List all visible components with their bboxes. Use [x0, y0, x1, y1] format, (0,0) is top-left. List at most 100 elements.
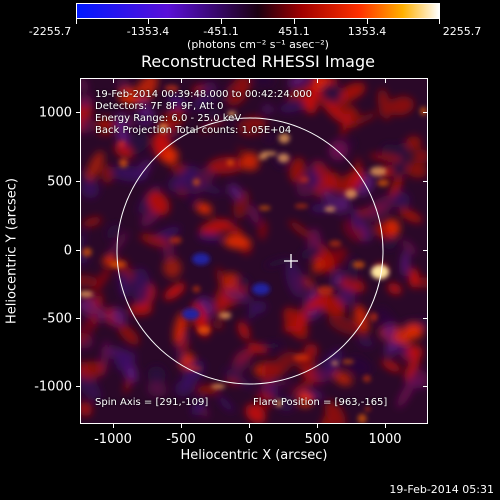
- y-tick: [76, 318, 81, 319]
- noise-blob: [401, 239, 417, 255]
- noise-blob: [164, 282, 186, 300]
- noise-blob: [81, 312, 99, 345]
- noise-blob: [118, 86, 138, 105]
- noise-blob: [397, 378, 416, 408]
- noise-blob: [246, 306, 260, 320]
- noise-blob: [81, 401, 93, 417]
- hot-blob: [192, 178, 200, 186]
- noise-blob: [352, 111, 379, 126]
- noise-blob: [114, 350, 134, 370]
- timestamp: 19-Feb-2014 05:31: [389, 483, 494, 496]
- plot-area: 19-Feb-2014 00:39:48.000 to 00:42:24.000…: [80, 78, 428, 424]
- y-tick-label: -1000: [34, 379, 72, 395]
- y-tick-label: 500: [47, 174, 72, 190]
- noise-blob: [283, 307, 309, 340]
- noise-blob: [125, 132, 149, 155]
- y-tick: [76, 181, 81, 182]
- colorbar-tick-label: -451.1: [203, 25, 239, 38]
- x-tick: [317, 78, 318, 83]
- info-energy-range: Energy Range: 6.0 - 25.0 keV: [95, 113, 242, 124]
- noise-blob: [81, 361, 105, 380]
- hot-blob: [362, 375, 371, 383]
- noise-blob: [237, 321, 250, 341]
- hot-blob: [357, 413, 367, 423]
- noise-blob: [81, 302, 108, 321]
- noise-blob: [147, 381, 168, 397]
- hot-blob: [210, 384, 226, 389]
- hot-blob: [324, 206, 336, 212]
- noise-blob: [285, 261, 305, 298]
- noise-blob: [95, 116, 116, 136]
- noise-blob: [410, 369, 427, 388]
- hot-blob: [226, 159, 234, 166]
- noise-blob: [162, 257, 182, 279]
- noise-blob: [86, 151, 105, 181]
- noise-blob: [406, 345, 423, 360]
- colorbar: [76, 3, 440, 19]
- noise-blob: [328, 315, 363, 336]
- y-tick-label: -500: [42, 311, 72, 327]
- noise-blob: [92, 266, 112, 294]
- colorbar-tick: [221, 19, 222, 24]
- cold-spot: [192, 253, 210, 265]
- noise-blob: [319, 247, 348, 274]
- solar-limb: [116, 117, 384, 385]
- y-tick-label: 1000: [38, 105, 72, 121]
- hot-blob: [118, 141, 126, 147]
- noise-blob: [252, 79, 275, 87]
- hot-blob: [419, 106, 427, 116]
- noise-blob: [147, 366, 166, 385]
- x-tick-label: 500: [304, 432, 330, 447]
- colorbar-tick-label: 451.1: [278, 25, 310, 38]
- noise-blob: [300, 246, 323, 259]
- y-tick: [423, 112, 428, 113]
- cold-spot: [252, 283, 270, 295]
- noise-blob: [162, 238, 175, 260]
- noise-blob: [364, 195, 395, 221]
- colorbar-tick-label: 1353.4: [347, 25, 387, 38]
- noise-blob: [81, 275, 99, 288]
- hot-blob: [352, 261, 365, 269]
- noise-blob: [238, 115, 267, 136]
- hot-blob: [192, 285, 201, 293]
- noise-blob: [138, 96, 153, 119]
- noise-blob: [162, 148, 179, 165]
- noise-blob: [231, 348, 251, 375]
- hot-blob: [118, 158, 128, 168]
- noise-blob: [288, 220, 312, 239]
- x-tick: [181, 78, 182, 83]
- noise-blob: [377, 88, 392, 121]
- x-axis-label: Heliocentric X (arcsec): [180, 448, 328, 463]
- colorbar-unit: (photons cm⁻² s⁻¹ asec⁻²): [187, 38, 329, 51]
- hot-blob: [197, 325, 211, 335]
- noise-blob: [320, 83, 343, 103]
- noise-blob: [111, 307, 126, 327]
- plot-title: Reconstructed RHESSI Image: [141, 52, 375, 71]
- hot-blob: [169, 236, 182, 244]
- hot-blob: [364, 406, 371, 412]
- hot-blob: [158, 123, 169, 133]
- x-tick: [317, 423, 318, 428]
- noise-blob: [116, 79, 130, 91]
- noise-blob: [195, 202, 213, 215]
- x-tick: [113, 78, 114, 83]
- noise-blob: [289, 157, 306, 183]
- noise-blob: [387, 282, 402, 295]
- noise-blob: [385, 339, 398, 356]
- hot-blob: [345, 189, 358, 199]
- noise-blob: [328, 139, 349, 161]
- noise-blob: [191, 397, 206, 416]
- noise-blob: [405, 162, 427, 178]
- noise-blob: [170, 164, 184, 174]
- noise-blob: [369, 153, 403, 162]
- hot-blob: [341, 359, 355, 364]
- noise-blob: [248, 342, 267, 354]
- y-tick: [76, 250, 81, 251]
- noise-blob: [118, 323, 140, 346]
- noise-blob: [198, 119, 225, 133]
- noise-blob: [268, 351, 296, 379]
- noise-blob: [412, 149, 427, 164]
- noise-blob: [216, 267, 226, 288]
- hot-blob: [82, 247, 92, 257]
- y-tick: [423, 318, 428, 319]
